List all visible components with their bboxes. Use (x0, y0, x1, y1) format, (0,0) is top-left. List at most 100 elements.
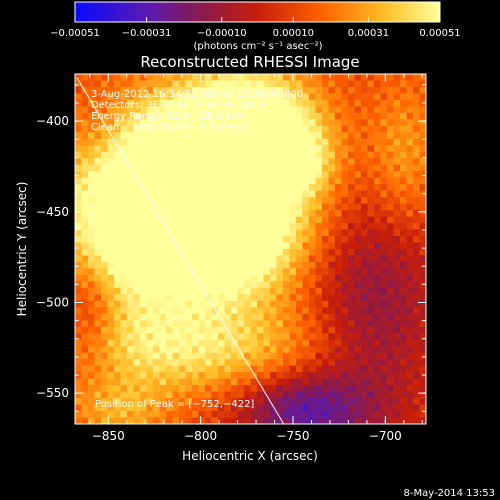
heatmap-cell (153, 313, 161, 321)
heatmap-cell (101, 294, 109, 302)
heatmap-cell (302, 281, 310, 289)
heatmap-cell (335, 184, 343, 192)
heatmap-cell (211, 223, 219, 231)
heatmap-cell (263, 177, 271, 185)
heatmap-cell (146, 223, 154, 231)
heatmap-cell (94, 274, 102, 283)
heatmap-cell (413, 372, 421, 380)
heatmap-cell (322, 300, 330, 308)
heatmap-cell (159, 261, 167, 270)
heatmap-cell (75, 210, 83, 218)
heatmap-cell (81, 417, 89, 424)
heatmap-cell (419, 184, 426, 192)
heatmap-cell (380, 151, 388, 159)
heatmap-cell (211, 417, 219, 424)
heatmap-cell (166, 411, 174, 419)
heatmap-cell (81, 138, 89, 146)
heatmap-cell (94, 164, 102, 172)
heatmap-cell (341, 365, 349, 373)
heatmap-cell (81, 132, 89, 140)
heatmap-cell (140, 93, 148, 101)
heatmap-cell (127, 313, 135, 321)
heatmap-cell (322, 93, 330, 101)
heatmap-cell (211, 378, 219, 386)
heatmap-cell (153, 378, 161, 386)
heatmap-cell (289, 99, 297, 108)
heatmap-cell (114, 339, 122, 347)
heatmap-cell (328, 125, 336, 133)
heatmap-cell (250, 119, 258, 127)
heatmap-cell (335, 352, 343, 360)
heatmap-cell (348, 80, 356, 88)
heatmap-cell (257, 411, 265, 419)
heatmap-cell (406, 404, 414, 412)
heatmap-cell (387, 242, 395, 250)
heatmap-cell (354, 106, 362, 114)
heatmap-cell (114, 300, 122, 308)
heatmap-cell (374, 106, 382, 114)
heatmap-cell (114, 261, 122, 270)
heatmap-cell (198, 99, 206, 108)
heatmap-cell (380, 281, 388, 289)
heatmap-cell (406, 320, 414, 328)
heatmap-cell (413, 86, 421, 95)
heatmap-cell (185, 112, 193, 120)
heatmap-cell (302, 145, 310, 153)
heatmap-cell (250, 132, 258, 140)
heatmap-cell (179, 203, 187, 211)
heatmap-cell (198, 417, 206, 424)
heatmap-cell (393, 372, 401, 380)
heatmap-cell (257, 151, 265, 159)
heatmap-cell (276, 164, 284, 172)
heatmap-cell (263, 158, 271, 166)
heatmap-cell (107, 320, 115, 328)
heatmap-cell (211, 411, 219, 419)
heatmap-cell (276, 190, 284, 198)
heatmap-cell (302, 372, 310, 380)
heatmap-cell (140, 320, 148, 328)
annotation-energy-range: Energy Range: 12.0 - 25.0 keV (91, 111, 244, 122)
heatmap-cell (244, 249, 252, 257)
heatmap-cell (250, 216, 258, 224)
heatmap-cell (341, 138, 349, 146)
heatmap-cell (341, 93, 349, 101)
heatmap-cell (198, 378, 206, 386)
heatmap-cell (127, 236, 135, 244)
heatmap-cell (322, 125, 330, 133)
heatmap-cell (159, 249, 167, 257)
heatmap-cell (120, 385, 128, 393)
heatmap-cell (315, 268, 323, 276)
heatmap-cell (309, 391, 317, 399)
heatmap-cell (296, 203, 304, 211)
heatmap-cell (400, 223, 408, 231)
heatmap-cell (192, 145, 200, 153)
heatmap-cell (374, 190, 382, 198)
heatmap-cell (159, 184, 167, 192)
heatmap-cell (374, 236, 382, 244)
heatmap-cell (309, 184, 317, 192)
heatmap-cell (237, 86, 245, 95)
heatmap-cell (127, 158, 135, 166)
heatmap-cell (224, 171, 232, 179)
heatmap-cell (361, 249, 369, 257)
heatmap-cell (263, 229, 271, 237)
heatmap-cell (419, 80, 426, 88)
heatmap-cell (101, 249, 109, 257)
heatmap-cell (419, 391, 426, 399)
heatmap-cell (94, 93, 102, 101)
heatmap-cell (140, 333, 148, 341)
heatmap-cell (179, 210, 187, 218)
heatmap-cell (192, 320, 200, 328)
heatmap-cell (289, 132, 297, 140)
heatmap-cell (354, 223, 362, 231)
heatmap-cell (133, 346, 141, 354)
heatmap-cell (224, 93, 232, 101)
heatmap-cell (211, 372, 219, 380)
heatmap-cell (198, 411, 206, 419)
heatmap-cell (250, 197, 258, 205)
heatmap-cell (283, 300, 291, 308)
heatmap-cell (192, 223, 200, 231)
heatmap-cell (198, 398, 206, 406)
heatmap-cell (270, 255, 278, 263)
heatmap-cell (120, 339, 128, 347)
